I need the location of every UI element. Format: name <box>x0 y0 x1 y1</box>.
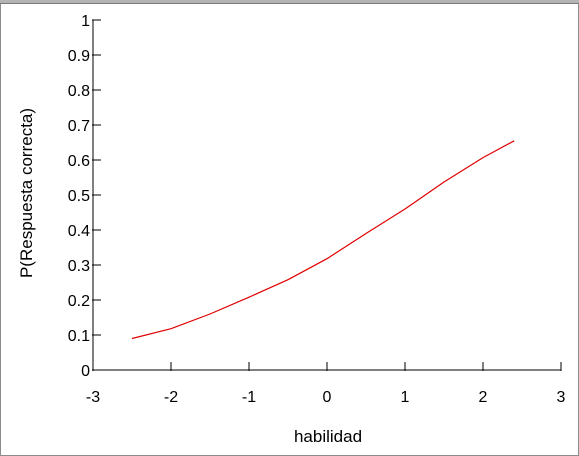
x-axis-label: habilidad <box>294 427 362 446</box>
y-tick-label: 0.9 <box>68 48 90 65</box>
y-tick-label: 0.6 <box>68 153 90 170</box>
x-tick-label: 2 <box>479 389 488 406</box>
y-tick-label: 0.2 <box>68 293 90 310</box>
x-tick-label: 1 <box>401 389 410 406</box>
window-top-edge <box>0 0 579 4</box>
x-tick-label: 3 <box>557 389 566 406</box>
y-tick-label: 0.8 <box>68 83 90 100</box>
y-axis-label: P(Respuesta correcta) <box>17 108 36 278</box>
y-tick-label: 0.1 <box>68 328 90 345</box>
x-tick-label: -2 <box>164 389 178 406</box>
y-tick-label: 0.7 <box>68 118 90 135</box>
y-tick-label: 0 <box>81 363 90 380</box>
x-tick-label: 0 <box>323 389 332 406</box>
y-tick-label: 0.4 <box>68 223 90 240</box>
y-tick-label: 0.3 <box>68 258 90 275</box>
x-tick-label: -3 <box>86 389 100 406</box>
x-tick-label: -1 <box>242 389 256 406</box>
y-tick-label: 0.5 <box>68 188 90 205</box>
y-tick-label: 1 <box>81 13 90 30</box>
series-line-0 <box>131 140 515 340</box>
